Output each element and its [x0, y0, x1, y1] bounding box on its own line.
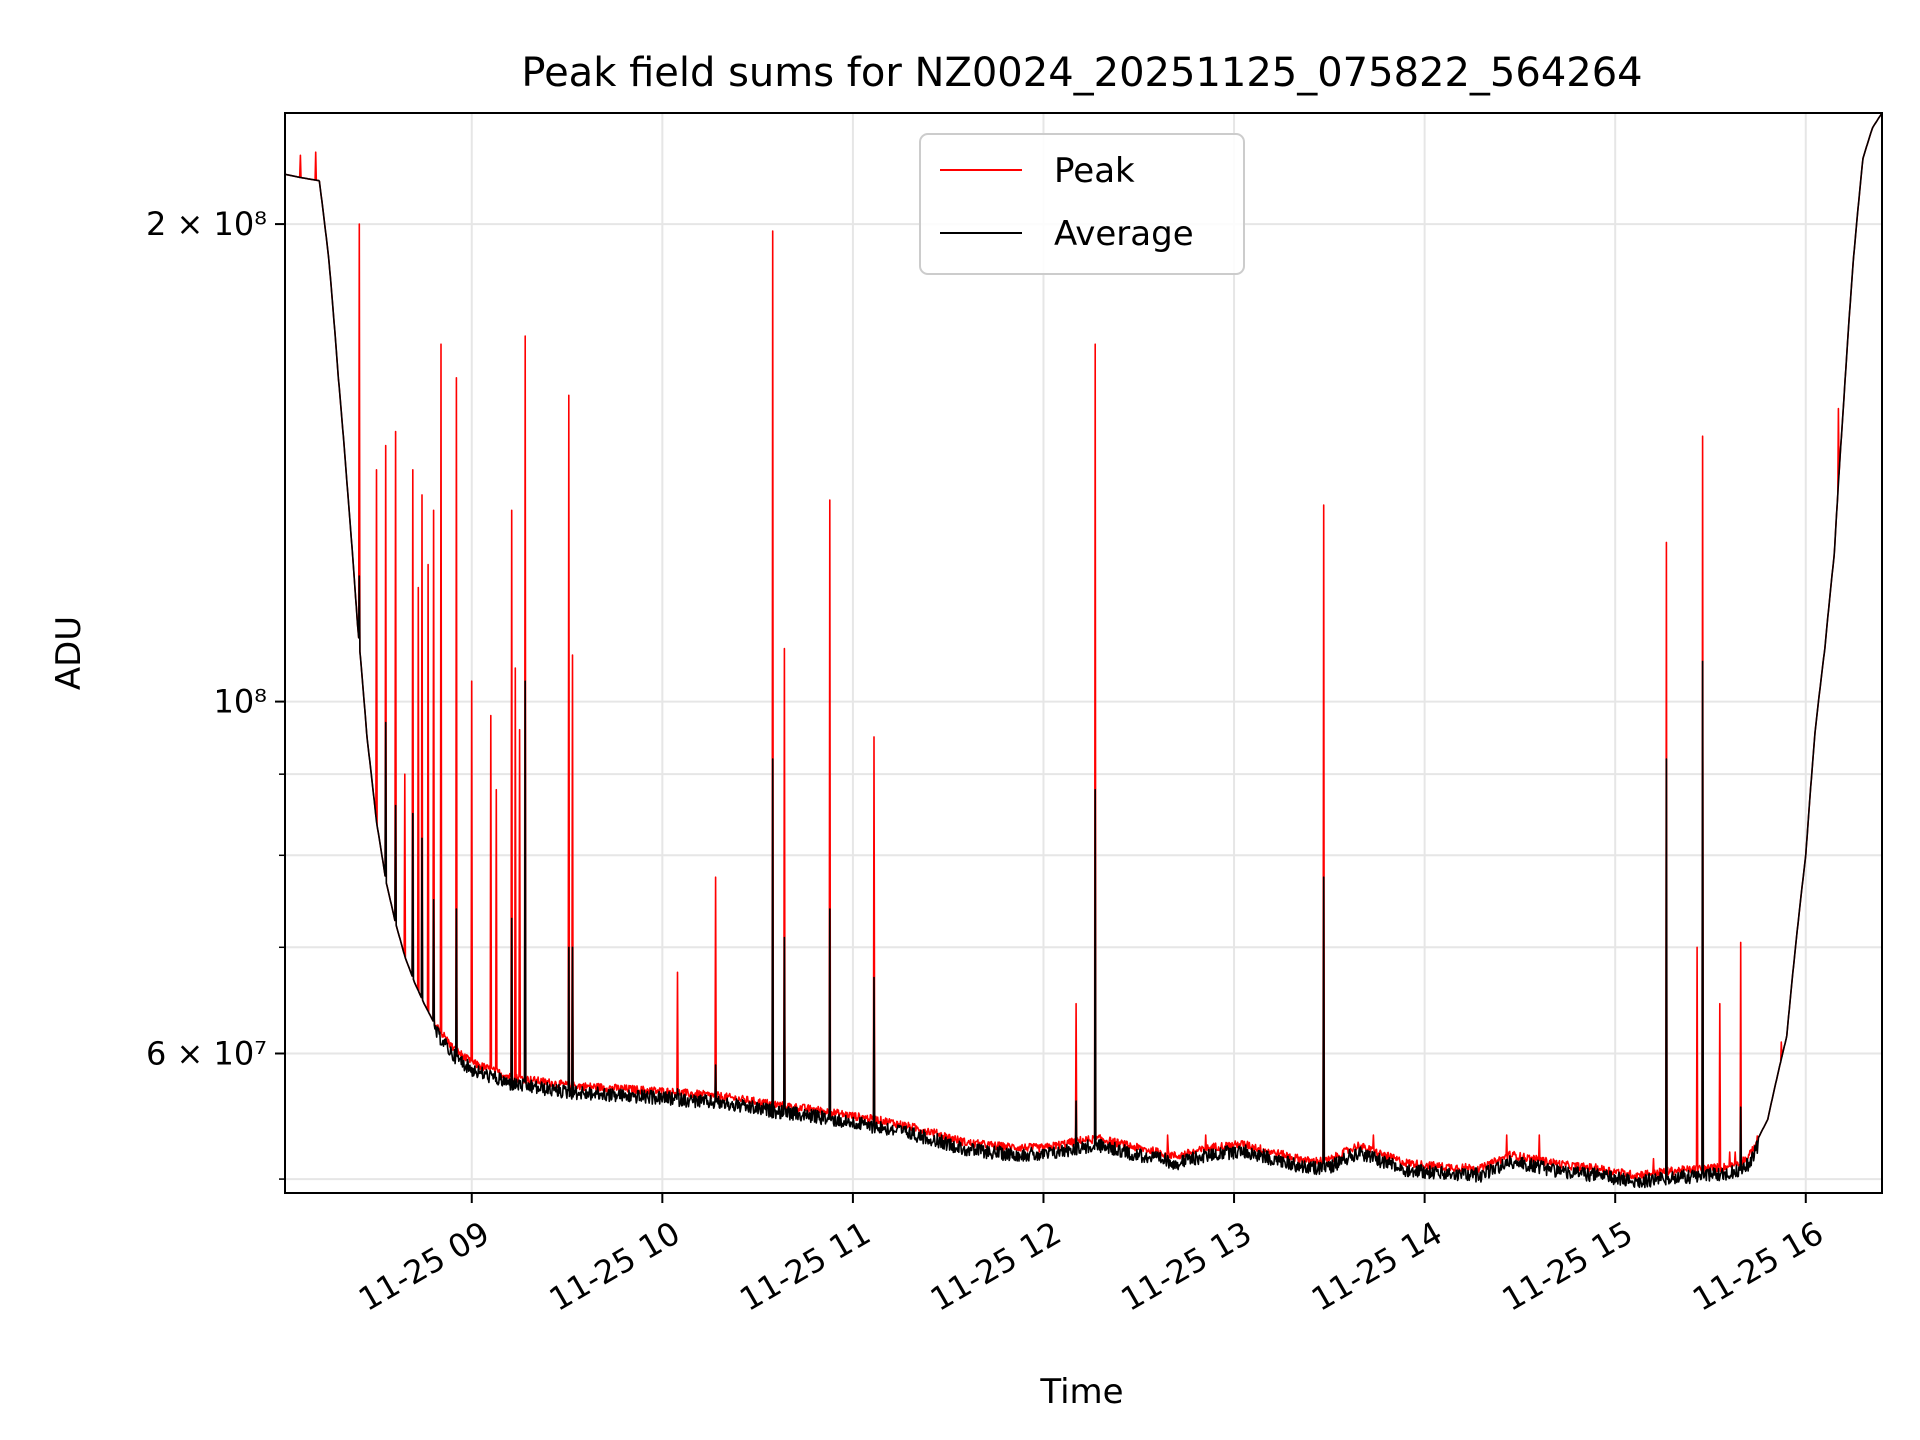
grid: [285, 113, 1882, 1193]
y-axis-label: ADU: [49, 616, 89, 690]
legend: Peak Average: [919, 133, 1245, 275]
legend-label-peak: Peak: [1054, 151, 1135, 191]
series-layer: [284, 112, 1883, 1189]
x-axis-label: Time: [1039, 1372, 1123, 1412]
y-tick-label: 10⁸: [213, 683, 267, 721]
y-tick-label: 6 × 10⁷: [146, 1034, 267, 1072]
series-line-peak: [284, 112, 1883, 1180]
chart-title: Peak field sums for NZ0024_20251125_0758…: [521, 50, 1642, 96]
y-tick-label: 2 × 10⁸: [146, 205, 267, 243]
series-line-average: [284, 112, 1883, 1189]
plot-frame: [284, 112, 1883, 1194]
legend-label-average: Average: [1054, 214, 1194, 254]
